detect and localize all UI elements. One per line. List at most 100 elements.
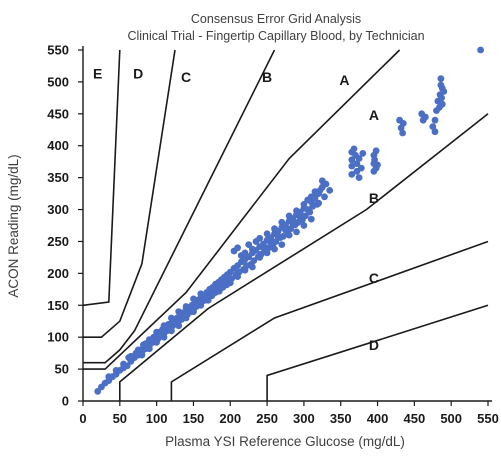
y-tick-label: 300: [47, 202, 69, 217]
data-point: [260, 244, 267, 252]
zone-boundary-d-6: [82, 49, 121, 307]
zone-label-c: C: [369, 270, 379, 286]
data-point: [168, 327, 175, 335]
data-point: [142, 340, 150, 347]
y-tick-label: 550: [47, 43, 69, 58]
data-point: [241, 266, 249, 274]
data-point: [289, 220, 297, 228]
zone-label-c: C: [181, 69, 191, 85]
data-point: [204, 296, 212, 304]
data-point: [112, 367, 120, 374]
data-point: [223, 281, 231, 289]
data-point: [272, 238, 280, 245]
data-point: [263, 249, 271, 257]
zone-label-a: A: [369, 107, 379, 123]
x-tick-label: 0: [79, 411, 86, 426]
data-point: [429, 123, 437, 130]
y-tick-label: 400: [47, 138, 69, 153]
data-point: [353, 160, 361, 168]
data-point: [293, 207, 300, 215]
data-point: [245, 241, 253, 249]
x-tick-label: 150: [183, 411, 205, 426]
zone-boundary-a-1: [119, 113, 489, 401]
zone-label-d: D: [369, 337, 379, 353]
data-point: [197, 301, 205, 309]
data-point: [355, 174, 363, 182]
y-tick-label: 200: [47, 266, 69, 281]
data-point: [326, 187, 334, 194]
zone-label-a: A: [339, 72, 349, 88]
data-point: [153, 328, 161, 336]
data-point: [477, 46, 484, 54]
y-axis-label: ACON Reading (mg/dL): [6, 154, 21, 297]
x-tick-label: 500: [440, 411, 462, 426]
data-point: [431, 116, 439, 124]
x-tick-label: 400: [367, 411, 389, 426]
data-point: [271, 245, 278, 253]
x-tick-label: 100: [146, 411, 168, 426]
data-point: [127, 352, 135, 360]
data-point: [249, 245, 256, 253]
data-point: [348, 162, 356, 170]
data-point: [175, 322, 183, 330]
data-point: [278, 241, 286, 249]
data-point: [241, 249, 249, 257]
data-point: [249, 263, 256, 271]
data-point: [197, 290, 205, 298]
data-point: [182, 314, 190, 322]
y-tick-label: 450: [47, 106, 69, 121]
x-tick-label: 350: [330, 411, 352, 426]
data-point: [282, 226, 289, 234]
data-point: [350, 145, 358, 153]
data-point: [182, 303, 190, 310]
data-point: [285, 212, 293, 220]
data-point: [250, 257, 258, 264]
data-point: [190, 308, 197, 316]
x-tick-label: 50: [113, 411, 127, 426]
zone-boundaries: [82, 49, 489, 401]
data-point: [399, 120, 407, 127]
zone-boundary-c-5: [266, 304, 489, 401]
y-tick-label: 0: [62, 394, 69, 409]
data-point: [265, 244, 272, 252]
data-point: [267, 239, 275, 247]
x-tick-label: 250: [256, 411, 278, 426]
data-point: [160, 333, 168, 341]
data-point: [256, 234, 264, 242]
data-point: [278, 218, 286, 226]
data-point: [311, 188, 319, 196]
zone-label-b: B: [262, 69, 272, 85]
zone-boundary-b-2: [83, 49, 276, 364]
data-point: [318, 177, 326, 185]
data-points: [94, 46, 484, 395]
data-point: [105, 373, 113, 381]
data-point: [348, 156, 356, 164]
data-point: [274, 232, 282, 240]
data-point: [145, 345, 153, 353]
zone-boundary-b-3: [170, 240, 489, 401]
data-point: [355, 155, 363, 162]
data-point: [279, 232, 287, 240]
x-tick-label: 450: [404, 411, 426, 426]
data-point: [399, 129, 406, 137]
y-tick-label: 250: [47, 234, 69, 249]
data-point: [438, 100, 446, 108]
data-point: [234, 244, 242, 252]
data-point: [215, 287, 223, 295]
y-tick-label: 150: [47, 298, 69, 313]
zone-labels: E D C B A A B C D: [93, 66, 379, 353]
data-point: [190, 295, 197, 303]
data-point: [256, 254, 264, 261]
data-point: [300, 222, 308, 229]
data-point: [438, 94, 445, 102]
data-point: [437, 75, 445, 83]
x-tick-label: 300: [293, 411, 315, 426]
zone-label-b: B: [369, 190, 379, 206]
data-point: [431, 128, 439, 136]
zone-label-e: E: [93, 66, 102, 82]
data-point: [371, 156, 378, 164]
chart-subtitle: Clinical Trial - Fingertip Capillary Blo…: [127, 29, 424, 43]
data-point: [134, 346, 142, 354]
data-point: [374, 161, 381, 169]
